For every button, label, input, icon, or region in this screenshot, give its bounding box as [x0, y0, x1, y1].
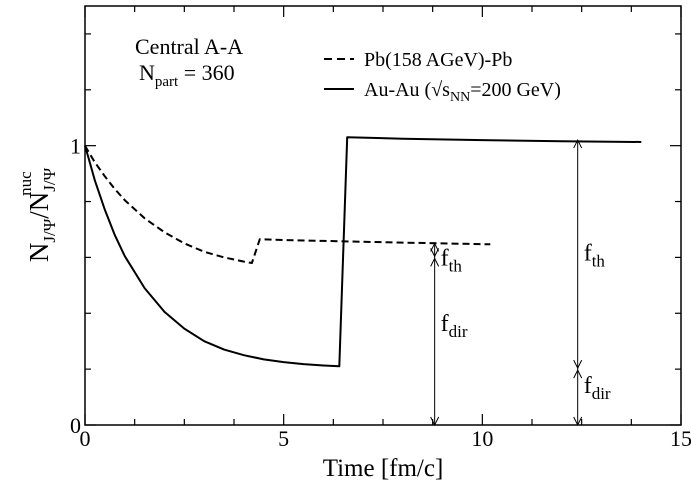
legend-label-au: Au-Au (√sNN=200 GeV) — [364, 79, 561, 105]
x-axis-label: Time [fm/c] — [323, 455, 444, 482]
y-axis-label: NJ/Ψ/NJ/Ψnuc — [16, 167, 59, 262]
x-tick-label: 5 — [278, 426, 289, 451]
legend-label-pb: Pb(158 AGeV)-Pb — [364, 49, 512, 71]
series-line-0 — [84, 145, 491, 264]
x-tick-label: 15 — [670, 426, 691, 451]
series-lines — [84, 136, 642, 368]
legend: Pb(158 AGeV)-Pb Au-Au (√sNN=200 GeV) — [324, 49, 561, 105]
marker-arrow-bottom-1 — [573, 416, 583, 427]
marker-arrow-top-1 — [573, 138, 583, 149]
annotation-line1: Central A-A — [135, 34, 243, 59]
series-line-1 — [84, 136, 642, 368]
marker-arrow-split-up-1 — [573, 369, 583, 379]
y-tick-label: 1 — [70, 134, 81, 159]
measure-markers: fth fdir fth fdir — [430, 138, 611, 427]
marker-arrow-split-down-0 — [430, 248, 440, 258]
x-tick-label: 10 — [471, 426, 493, 451]
marker-label-fth-1: fth — [584, 241, 606, 271]
marker-label-fdir-0: fdir — [441, 311, 468, 341]
marker-arrow-split-down-1 — [573, 359, 583, 370]
axis-ticks — [84, 6, 682, 426]
marker-arrow-bottom-0 — [430, 416, 440, 427]
tick-labels: 0 5 10 15 0 1 — [70, 134, 691, 451]
marker-label-fth-0: fth — [441, 245, 463, 275]
marker-label-fdir-1: fdir — [584, 373, 611, 403]
annotation-line2: Npart = 360 — [139, 60, 235, 90]
marker-arrow-top-0 — [430, 242, 440, 252]
marker-arrow-split-up-0 — [430, 257, 440, 267]
x-tick-label: 0 — [80, 426, 91, 451]
y-tick-label: 0 — [70, 413, 81, 438]
